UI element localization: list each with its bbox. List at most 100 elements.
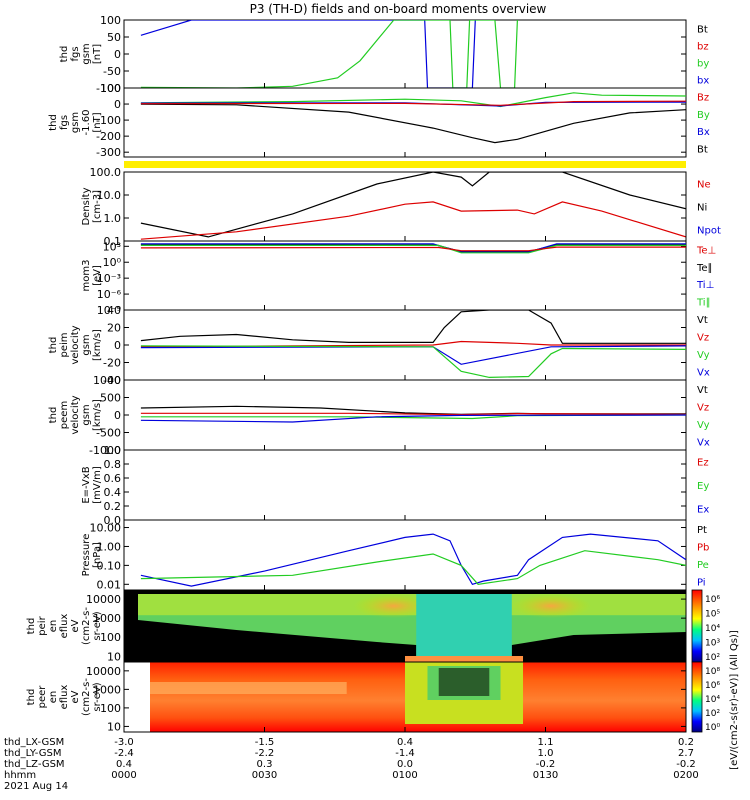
y-axis-label: (cm2-s- (81, 607, 92, 645)
x-row-value: -1.5 (255, 737, 275, 748)
legend-entry: Te⊥ (696, 246, 716, 257)
x-row-label: hhmm (4, 770, 36, 781)
series-line (140, 310, 686, 344)
y-tick-label: -100 (96, 114, 121, 127)
y-axis-label: en (48, 620, 59, 633)
y-axis-label: [mV/m] (92, 466, 103, 504)
legend-entry: Vx (697, 367, 710, 378)
x-row-value: 1.1 (538, 737, 554, 748)
legend-entry: Ti⊥ (696, 280, 714, 291)
y-tick-label: 100 (100, 702, 121, 715)
y-tick-label: -100 (96, 82, 121, 95)
spectrogram-blob (511, 594, 592, 618)
y-axis-label: sr-eV) (92, 611, 103, 640)
legend-entry: Bz (697, 93, 709, 104)
y-tick-label: 40 (107, 304, 121, 317)
y-axis-label: gsm (81, 43, 92, 64)
panel-frame (123, 519, 687, 591)
y-axis-label: sr-eV) (92, 682, 103, 711)
y-tick-label: 100 (100, 14, 121, 27)
x-axis-labels: thd_LX-GSM -3.0 -1.5 0.4 1.1 0.2 thd_LY-GSM -2.… (4, 737, 699, 792)
y-axis-label: -1.60 (81, 110, 92, 136)
x-row-value: -2.2 (255, 748, 275, 759)
colorbar-title: [eV/(cm2-s(sr)-eV)] (All Qs)] (729, 630, 740, 770)
y-tick-label: 0 (114, 48, 121, 61)
spectrogram-blob (353, 594, 434, 618)
y-tick-label: 50 (107, 31, 121, 44)
y-axis-label: E=-VxB (81, 466, 92, 503)
spectrogram-center (416, 590, 512, 662)
series-line (140, 550, 686, 585)
x-row-value: 0000 (111, 770, 136, 781)
y-tick-label: 10.00 (90, 522, 122, 535)
x-row-value: 0030 (252, 770, 277, 781)
x-row-value: 0.3 (257, 759, 273, 770)
y-axis-label: thd (48, 337, 59, 354)
legend-entry: Ti∥ (696, 297, 711, 308)
y-axis-label: Pressure (81, 534, 92, 577)
legend-entry: Pi (697, 577, 706, 588)
y-tick-label: -50 (103, 65, 121, 78)
legend-entry: Ey (697, 481, 709, 492)
y-axis-label: mom3 (81, 260, 92, 292)
panel-frame (123, 19, 687, 89)
spectrogram-noise (511, 632, 686, 662)
legend-entry: bz (697, 42, 709, 53)
y-tick-label: -20 (103, 357, 121, 370)
x-row-value: 0200 (673, 770, 698, 781)
spectrogram-cap (405, 656, 524, 662)
panel-frame (123, 240, 687, 311)
y-tick-label: 1000 (93, 374, 121, 387)
y-axis-label: thd (48, 407, 59, 424)
y-axis-label: fgs (59, 115, 70, 130)
y-axis-label: (cm2-s- (81, 678, 92, 716)
panel-p7: 1.00.80.60.40.20.0 E=-VxB [mV/m] Ez Ey Ex (81, 444, 709, 527)
y-tick-label: -300 (96, 146, 121, 159)
y-tick-label: 10⁻⁹ (97, 304, 121, 317)
colorbar-tick-label: 10⁶ (705, 681, 720, 691)
legend-entry: Pt (697, 525, 707, 536)
status-bar (124, 161, 686, 168)
colorbar-tick-label: 10⁵ (705, 610, 720, 620)
colorbar-tick-label: 10² (705, 709, 720, 719)
y-tick-label: 10⁻⁶ (97, 288, 122, 301)
y-tick-label: 10000 (86, 593, 121, 606)
x-row-value: -1.4 (395, 748, 415, 759)
y-axis-label: peir (37, 615, 48, 635)
y-tick-label: 1000 (93, 683, 121, 696)
panel-p1: 100 50 0 -50 -100 thd fgs gsm [nT] Bt bz by bx (59, 14, 709, 95)
y-axis-label: gsm (70, 112, 81, 133)
y-axis-label: thd (59, 46, 70, 63)
y-axis-label: eflux (59, 614, 70, 639)
legend-entry: Te∥ (696, 263, 713, 274)
y-tick-label: 100 (100, 82, 121, 95)
colorbar-tick-label: 10³ (705, 639, 720, 649)
series-group (140, 92, 686, 144)
panel-p9: 10000 1000 100 10 thd peir en eflux eV (cm2-s-sr-… (26, 589, 720, 663)
y-tick-label: 0 (114, 409, 121, 422)
y-axis-label: [km/s] (92, 329, 103, 361)
y-axis-label: [nT] (92, 44, 103, 64)
spectrogram-p10 (124, 656, 686, 732)
y-tick-label: 0.10 (97, 559, 122, 572)
panel-p10: 10000 1000 100 10 thd peer en eflux eV (cm2-s-sr-… (26, 656, 720, 733)
colorbar-tick-label: 10⁰ (705, 723, 720, 733)
legend-entry: Pe (697, 560, 709, 571)
x-row-value: 0.0 (397, 759, 413, 770)
x-row-value: -0.2 (676, 759, 696, 770)
series-group (140, 533, 686, 587)
y-tick-label: 10⁻³ (97, 272, 121, 285)
series-line (140, 20, 476, 88)
spectrogram-gap (124, 662, 150, 732)
spectrogram-band (150, 682, 347, 694)
x-row-label: thd_LY-GSM (4, 748, 61, 759)
x-row-value: -0.2 (536, 759, 556, 770)
y-axis-label: en (48, 691, 59, 704)
legend-entry: Vz (697, 402, 709, 413)
y-axis-label: [eV] (92, 265, 103, 286)
y-tick-label: -200 (96, 130, 121, 143)
legend-entry: bx (697, 76, 709, 87)
spectrogram-noise (438, 668, 490, 696)
